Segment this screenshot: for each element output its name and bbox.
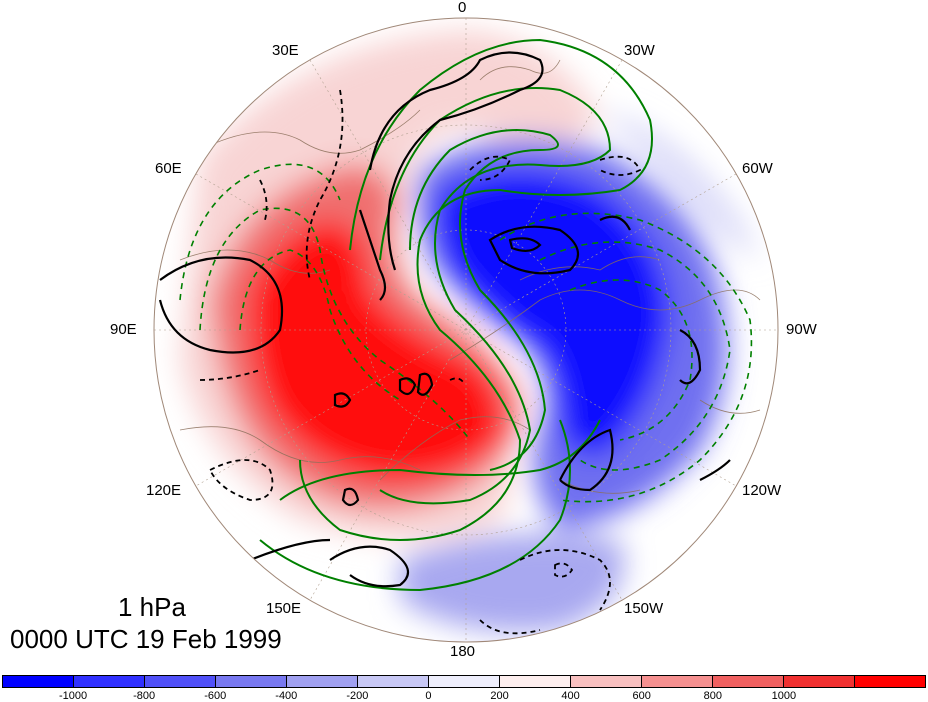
colorbar-segment <box>358 676 429 687</box>
lon-label-150w: 150W <box>624 600 664 617</box>
colorbar-segment <box>145 676 216 687</box>
lon-label-180: 180 <box>450 643 476 660</box>
polar-map <box>153 17 779 643</box>
lon-label-90w: 90W <box>786 321 817 338</box>
lon-label-0: 0 <box>458 0 467 16</box>
timestamp-label: 0000 UTC 19 Feb 1999 <box>10 624 282 654</box>
colorbar-tick-label: 1000 <box>771 690 797 702</box>
shaded-field <box>154 18 778 642</box>
lon-label-60e: 60E <box>155 160 182 177</box>
lon-label-30e: 30E <box>272 42 299 59</box>
lon-label-90e: 90E <box>110 321 137 338</box>
colorbar-segment <box>855 676 925 687</box>
colorbar-tick-label: 400 <box>561 690 580 702</box>
colorbar-segment <box>3 676 74 687</box>
lon-label-30w: 30W <box>624 42 655 59</box>
colorbar-segment <box>642 676 713 687</box>
colorbar-tick-label: -600 <box>204 690 227 702</box>
colorbar-tick-label: -1000 <box>58 690 88 702</box>
colorbar-tick-label: 600 <box>632 690 651 702</box>
colorbar-segment <box>784 676 855 687</box>
colorbar-tick-label: -800 <box>133 690 156 702</box>
colorbar-segment <box>287 676 358 687</box>
colorbar-segment <box>571 676 642 687</box>
colorbar-tick-label: -200 <box>346 690 369 702</box>
colorbar-segment <box>216 676 287 687</box>
lon-label-120e: 120E <box>146 482 182 499</box>
colorbar-segment <box>713 676 784 687</box>
colorbar-tick-label: 200 <box>490 690 509 702</box>
colorbar-tick-label: 800 <box>703 690 722 702</box>
colorbar-segment <box>74 676 145 687</box>
colorbar-tick-label: -400 <box>275 690 298 702</box>
colorbar-segment <box>429 676 500 687</box>
colorbar-tick-label: 0 <box>425 690 432 702</box>
colorbar-segment <box>500 676 571 687</box>
colorbar <box>2 675 926 688</box>
lon-label-120w: 120W <box>742 482 782 499</box>
lon-label-60w: 60W <box>742 160 773 177</box>
pressure-level-label: 1 hPa <box>118 592 186 622</box>
lon-label-150e: 150E <box>266 600 302 617</box>
